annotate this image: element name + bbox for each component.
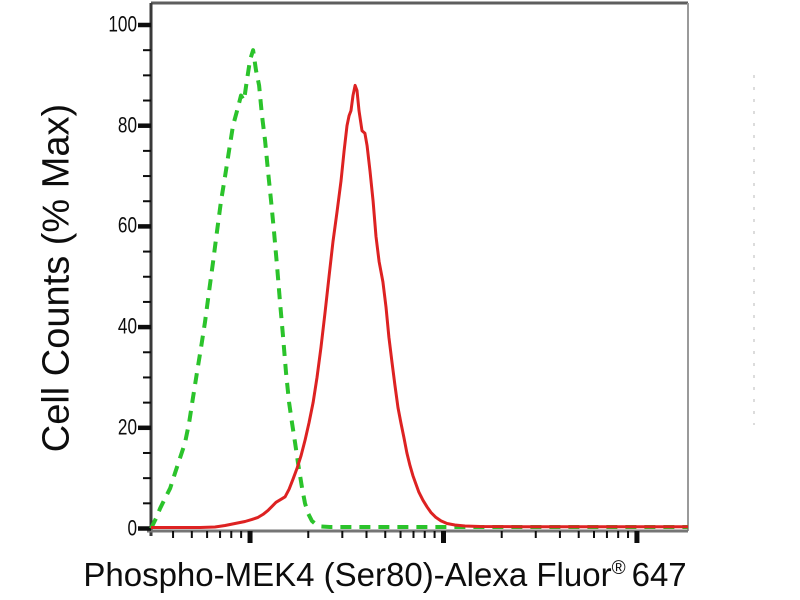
green-dashed-curve [149, 48, 688, 530]
y-tick-label: 80 [117, 112, 137, 138]
y-tick-label: 100 [108, 11, 137, 37]
red-solid-curve [151, 83, 688, 529]
y-tick-label: 40 [117, 313, 137, 339]
x-axis-title-suffix: 647 [631, 556, 687, 593]
y-tick-label: 0 [127, 514, 137, 540]
x-axis-title-main: Phospho-MEK4 (Ser80)-Alexa Fluor [83, 556, 612, 593]
registered-trademark-symbol: ® [611, 558, 626, 579]
y-tick-label: 20 [117, 414, 137, 440]
x-axis-title: Phospho-MEK4 (Ser80)-Alexa Fluor® 647 [83, 556, 686, 594]
y-axis-title: Cell Counts (% Max) [35, 103, 78, 453]
y-tick-label: 60 [117, 212, 137, 238]
